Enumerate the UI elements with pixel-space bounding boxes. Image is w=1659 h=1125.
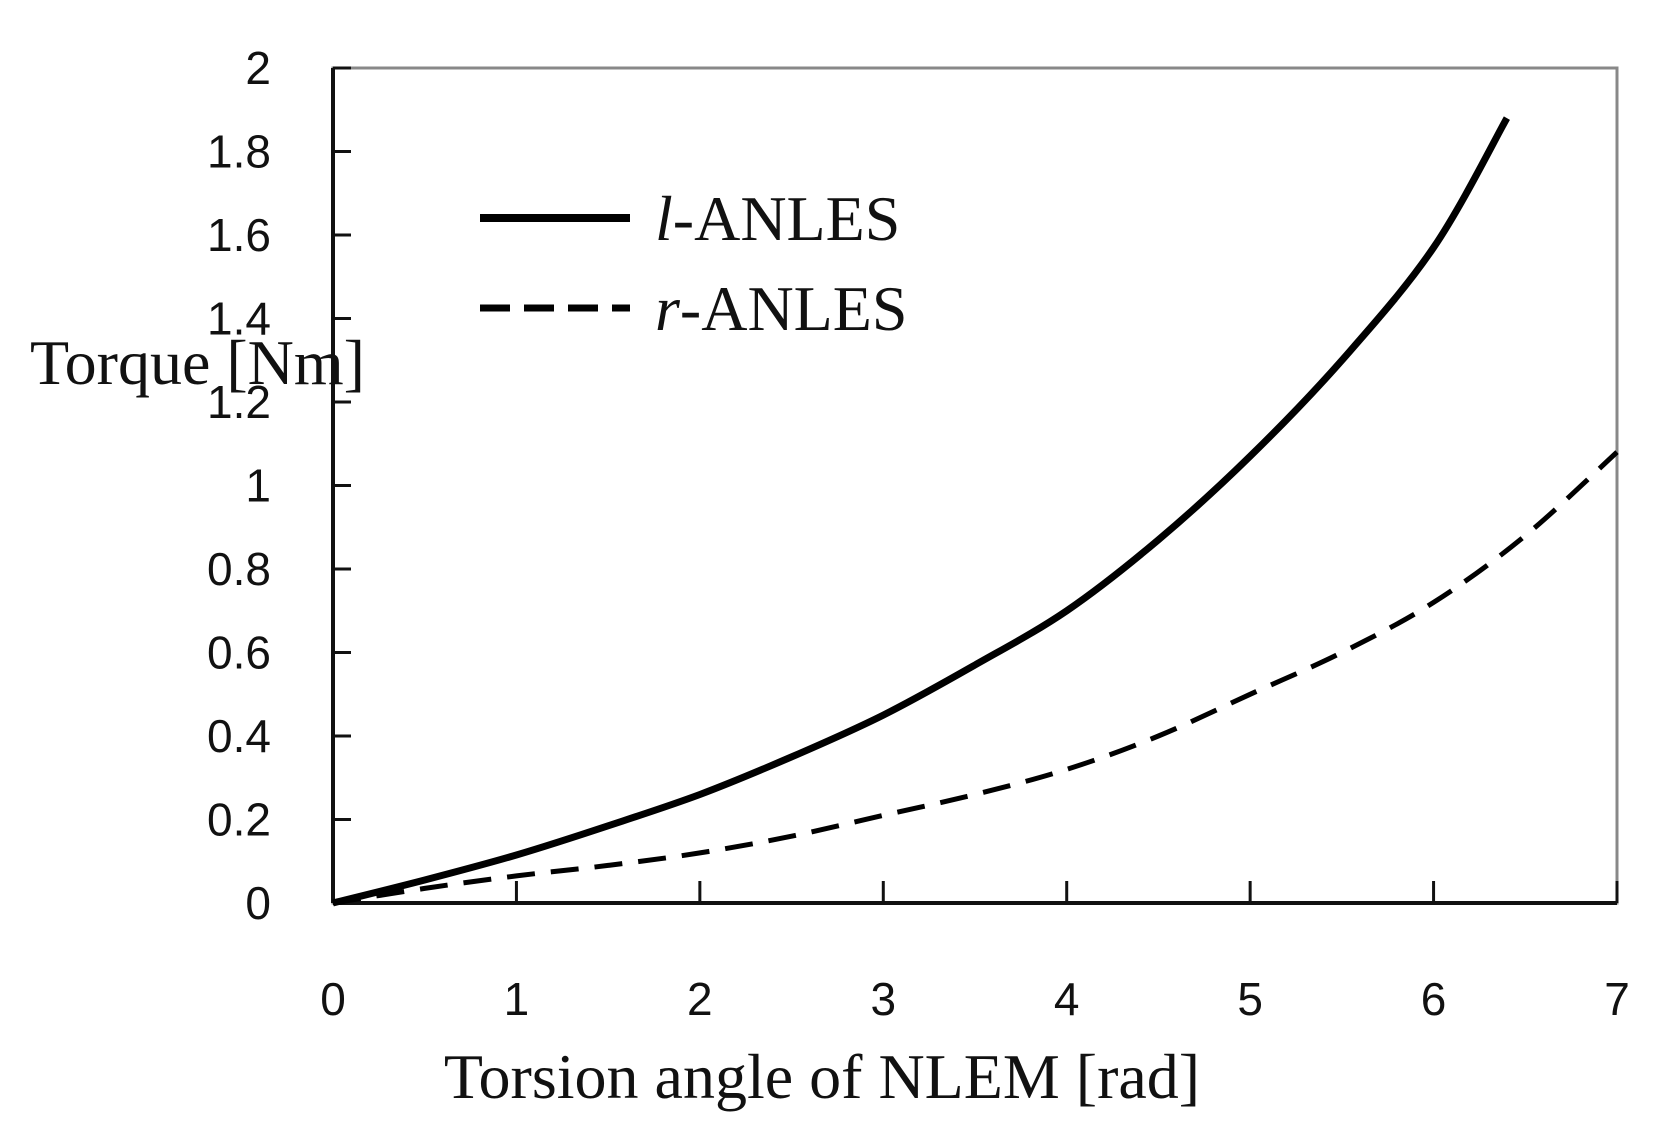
- y-tick-label: 0.8: [207, 543, 271, 595]
- x-tick-label: 3: [870, 973, 896, 1025]
- x-tick-label: 2: [687, 973, 713, 1025]
- x-tick-label: 6: [1421, 973, 1447, 1025]
- x-tick-label: 5: [1237, 973, 1263, 1025]
- legend-prefix-r: r: [655, 273, 681, 344]
- series-line-l-anles: [332, 116, 1510, 907]
- plot-border: [331, 66, 1619, 905]
- x-tick-label: 1: [504, 973, 530, 1025]
- legend-prefix-l: l: [655, 183, 673, 254]
- y-tick-label: 0.6: [207, 627, 271, 679]
- y-tick-label: 1: [245, 460, 271, 512]
- y-tick-labels: 0 0.2 0.4 0.6 0.8 1 1.2 1.4 1.6 1.8 2: [207, 42, 271, 929]
- legend: l-ANLES r-ANLES: [480, 183, 907, 344]
- x-tick-label: 7: [1604, 973, 1630, 1025]
- y-tick-label: 1.8: [207, 126, 271, 178]
- y-tick-label: 1.4: [207, 293, 271, 345]
- y-tick-label: 0: [245, 877, 271, 929]
- y-axis-title: Torque [Nm]: [30, 327, 365, 398]
- x-axis-title: Torsion angle of NLEM [rad]: [444, 1041, 1200, 1112]
- series-layer: [332, 116, 1619, 907]
- axis-ticks: [331, 66, 1619, 905]
- series-line-r-anles: [332, 450, 1619, 906]
- x-tick-label: 0: [320, 973, 346, 1025]
- legend-suffix-r: -ANLES: [680, 273, 908, 344]
- x-tick-labels: 0 1 2 3 4 5 6 7: [320, 973, 1630, 1025]
- x-tick-label: 4: [1054, 973, 1080, 1025]
- y-tick-label: 1.6: [207, 209, 271, 261]
- plot-frame: [331, 66, 1619, 905]
- legend-label-r-anles: r-ANLES: [655, 273, 907, 344]
- y-tick-label: 0.4: [207, 710, 271, 762]
- y-tick-label: 0.2: [207, 794, 271, 846]
- legend-suffix-l: -ANLES: [673, 183, 901, 254]
- y-tick-label: 2: [245, 42, 271, 94]
- legend-label-l-anles: l-ANLES: [655, 183, 900, 254]
- y-tick-label: 1.2: [207, 376, 271, 428]
